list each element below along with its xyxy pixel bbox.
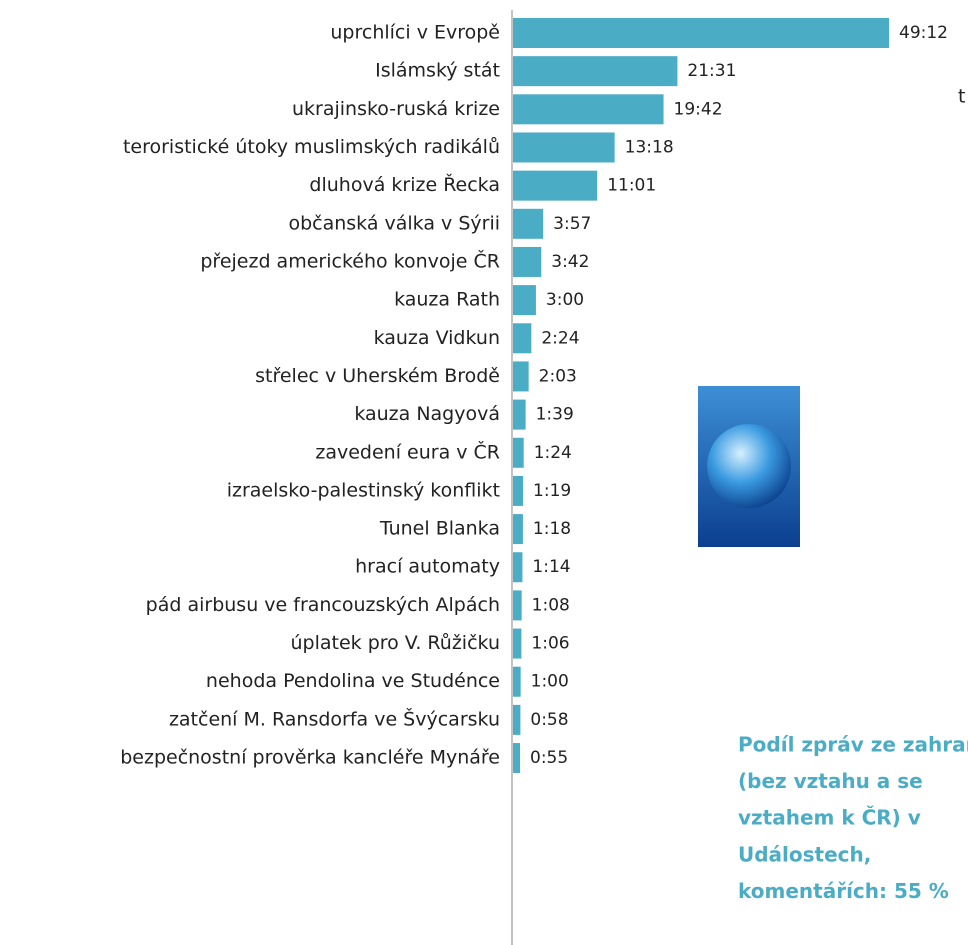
value-label: 1:18 xyxy=(533,519,571,539)
bar xyxy=(513,514,523,545)
value-label: 13:18 xyxy=(625,137,674,157)
bar xyxy=(513,323,532,354)
category-label: Tunel Blanka xyxy=(379,518,500,540)
bar xyxy=(513,285,536,316)
value-label: 21:31 xyxy=(687,61,736,81)
category-label: hrací automaty xyxy=(355,556,500,578)
bar xyxy=(513,170,598,201)
annotation: Událostech, xyxy=(738,842,871,866)
category-label: občanská válka v Sýrii xyxy=(288,212,500,234)
category-label: dluhová krize Řecka xyxy=(309,173,500,196)
annotation: komentářích: 55 % xyxy=(738,879,949,903)
side-text: t xyxy=(958,86,965,108)
category-label: izraelsko-palestinský konflikt xyxy=(227,479,500,501)
bar xyxy=(513,132,615,163)
bar xyxy=(513,18,889,48)
annotation: Podíl zpráv ze zahraničí xyxy=(738,733,968,757)
bar xyxy=(513,552,523,583)
annotation: vztahem k ČR) v xyxy=(738,806,921,830)
value-label: 0:55 xyxy=(530,748,568,768)
bar xyxy=(513,208,544,239)
annotation: (bez vztahu a se xyxy=(738,769,923,793)
bar xyxy=(513,590,522,621)
value-label: 2:03 xyxy=(539,366,577,386)
bar xyxy=(513,246,542,277)
value-label: 19:42 xyxy=(674,99,723,119)
bar xyxy=(513,666,521,697)
category-label: kauza Vidkun xyxy=(374,327,500,349)
value-label: 1:24 xyxy=(534,443,572,463)
category-label: pád airbusu ve francouzských Alpách xyxy=(146,594,500,616)
category-label: ukrajinsko-ruská krize xyxy=(292,98,500,120)
bar xyxy=(513,94,664,125)
category-label: zavedení eura v ČR xyxy=(315,439,500,463)
category-label: kauza Nagyová xyxy=(354,403,500,425)
bar xyxy=(513,743,521,774)
value-label: 1:06 xyxy=(531,634,569,654)
bar xyxy=(513,56,678,87)
value-label: 1:39 xyxy=(536,405,574,425)
value-label: 3:00 xyxy=(546,290,584,310)
category-label: uprchlíci v Evropě xyxy=(330,22,500,44)
category-label: střelec v Uherském Brodě xyxy=(255,365,500,387)
category-label: Islámský stát xyxy=(375,60,500,82)
bar xyxy=(513,704,521,735)
value-label: 3:42 xyxy=(551,252,589,272)
value-label: 1:08 xyxy=(532,595,570,615)
value-label: 3:57 xyxy=(553,214,591,234)
bar xyxy=(513,475,524,506)
value-label: 0:58 xyxy=(530,710,568,730)
category-label: nehoda Pendolina ve Studénce xyxy=(206,670,500,692)
value-label: 11:01 xyxy=(607,176,656,196)
value-label: 49:12 xyxy=(899,23,948,43)
value-label: 1:00 xyxy=(531,672,569,692)
value-label: 1:14 xyxy=(532,557,570,577)
category-label: bezpečnostní prověrka kancléře Mynáře xyxy=(120,747,500,769)
category-label: kauza Rath xyxy=(394,289,500,311)
bar xyxy=(513,437,524,468)
bar xyxy=(513,399,526,430)
category-label: úplatek pro V. Růžičku xyxy=(290,632,500,654)
category-label: teroristické útoky muslimských radikálů xyxy=(123,136,500,158)
category-label: zatčení M. Ransdorfa ve Švýcarsku xyxy=(169,706,500,730)
bar xyxy=(513,361,529,392)
globe-image xyxy=(698,386,800,547)
value-label: 1:19 xyxy=(533,481,571,501)
category-label: přejezd amerického konvoje ČR xyxy=(200,248,500,272)
value-label: 2:24 xyxy=(541,328,579,348)
bar xyxy=(513,628,522,659)
